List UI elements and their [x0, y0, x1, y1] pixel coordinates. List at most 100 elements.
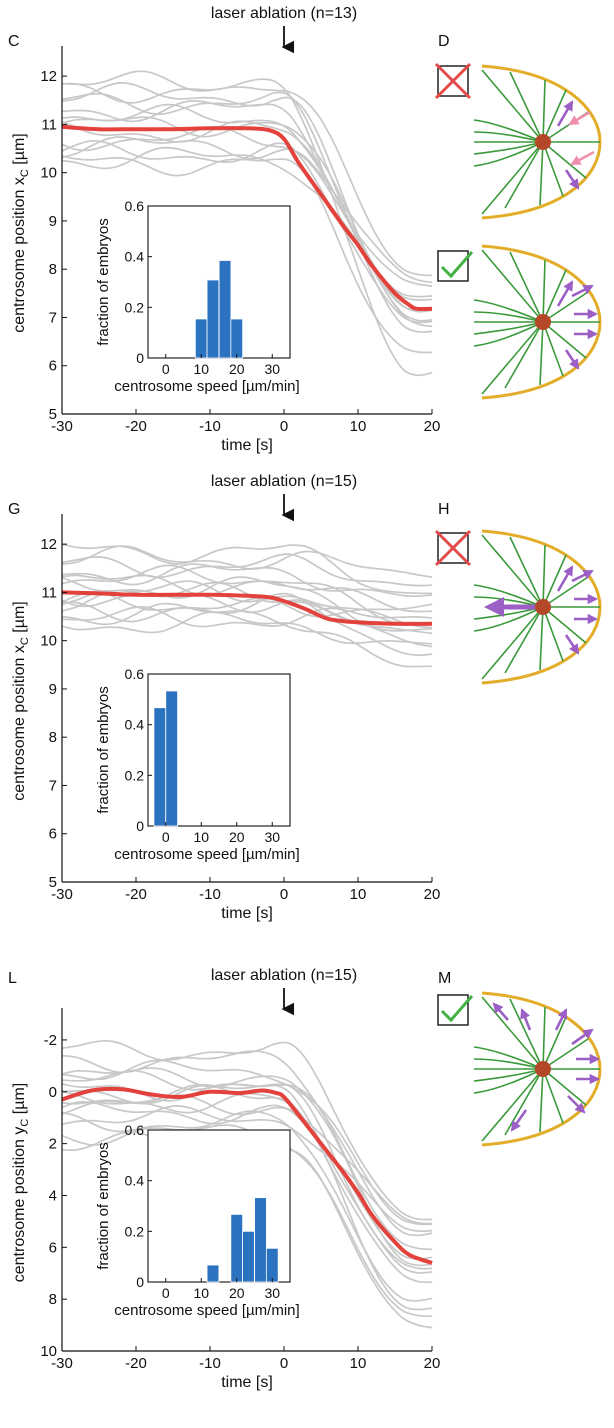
inset-y-tick-label: 0.4 [125, 717, 145, 733]
schematic-d-success [437, 244, 602, 400]
inset-x-tick-label: 30 [264, 361, 280, 377]
y-tick-label: 9 [49, 213, 57, 230]
y-tick-label: 2 [49, 1136, 57, 1153]
x-tick-label: 0 [280, 1355, 288, 1372]
inset-y-tick-label: 0.6 [125, 198, 145, 214]
force-arrows [492, 1002, 601, 1132]
individual-trace [61, 1039, 433, 1221]
histogram-bar [206, 279, 220, 359]
individual-trace [61, 1100, 433, 1261]
panel-letter-m: M [438, 970, 451, 987]
histogram-bar [265, 1247, 279, 1283]
histogram-bar [254, 1197, 267, 1283]
y-tick-label: 6 [49, 826, 57, 843]
inset-x-axis-label: centrosome speed [µm/min] [114, 378, 299, 395]
inset-x-tick-label: 10 [193, 361, 209, 377]
individual-trace [61, 611, 433, 645]
inset-y-tick-label: 0.4 [125, 1173, 145, 1189]
y-tick-label: 6 [49, 1239, 57, 1256]
individual-trace [61, 155, 433, 354]
individual-trace [61, 543, 433, 595]
individual-trace [61, 1083, 433, 1274]
y-tick-label: 8 [49, 261, 57, 278]
centrosome-dot [535, 599, 551, 615]
x-axis-label: time [s] [221, 1374, 273, 1391]
individual-trace [61, 602, 433, 668]
y-axis-label: centrosome position xC [µm] [11, 133, 31, 332]
x-tick-label: 20 [424, 886, 441, 903]
x-axis-label: time [s] [221, 437, 273, 454]
y-tick-label: 12 [40, 536, 57, 553]
check-box-icon [437, 250, 474, 282]
histogram-bar [153, 707, 167, 827]
x-tick-label: -20 [125, 886, 147, 903]
individual-trace [61, 606, 433, 628]
panel-letter-h: H [438, 501, 450, 518]
inset-x-tick-label: 0 [162, 361, 170, 377]
check-box-icon [437, 994, 474, 1026]
histogram-bar [242, 1230, 255, 1283]
histogram-bar [230, 1213, 244, 1283]
inset-x-tick-label: 0 [162, 1285, 170, 1301]
force-arrows [556, 100, 595, 190]
mean-trace [61, 590, 433, 626]
individual-trace [61, 125, 433, 287]
x-tick-label: 20 [424, 1355, 441, 1372]
force-arrows [484, 565, 599, 655]
individual-trace [61, 70, 433, 277]
cross-box-icon [434, 529, 472, 567]
x-tick-label: 0 [280, 886, 288, 903]
individual-trace [61, 139, 433, 324]
chart-panel-g: -30 -20 -10 0 10 20 5 6 7 8 9 10 11 12 time [s] centros… [11, 473, 440, 922]
x-tick-label: 20 [424, 418, 441, 435]
inset-x-tick-label: 20 [229, 829, 245, 845]
inset-x-tick-label: 0 [162, 829, 170, 845]
x-tick-label: 10 [350, 1355, 367, 1372]
x-tick-label: -30 [51, 418, 73, 435]
inset-y-tick-label: 0.2 [125, 767, 145, 783]
inset-y-axis-label: fraction of embryos [95, 218, 112, 346]
x-tick-label: -30 [51, 886, 73, 903]
schematic-h-failed [434, 529, 602, 685]
histogram-bar [218, 260, 232, 359]
y-tick-label: 10 [40, 165, 57, 182]
y-tick-label: 4 [49, 1187, 57, 1204]
inset-y-tick-label: 0 [136, 1274, 144, 1290]
microtubule-lines [473, 249, 600, 395]
y-axis-label: centrosome position yC [µm] [11, 1083, 31, 1282]
inset-x-tick-label: 10 [193, 829, 209, 845]
inset-x-tick-label: 20 [229, 1285, 245, 1301]
mean-trace [61, 124, 433, 312]
y-tick-label: 6 [49, 358, 57, 375]
inset-y-tick-label: 0.2 [125, 299, 145, 315]
y-tick-label: 11 [41, 584, 57, 601]
inset-x-axis-label: centrosome speed [µm/min] [114, 1302, 299, 1319]
y-tick-label: 0 [49, 1084, 57, 1101]
ablation-annotation: laser ablation (n=13) [211, 5, 357, 22]
inset-y-axis-label: fraction of embryos [95, 1142, 112, 1270]
y-tick-label: 7 [49, 309, 57, 326]
panel-letter-d: D [438, 33, 450, 50]
individual-trace [61, 553, 433, 587]
y-tick-label: 7 [49, 777, 57, 794]
individual-trace [61, 580, 433, 629]
schematic-m-success [437, 991, 602, 1147]
microtubule-lines [473, 534, 600, 680]
chart-panel-c: -30 -20 -10 0 10 20 5 6 7 8 9 10 11 12 time [s] centros… [11, 5, 440, 454]
ablation-annotation: laser ablation (n=15) [211, 473, 357, 490]
schematic-d-failed [434, 62, 602, 220]
y-tick-label: 12 [40, 68, 57, 85]
panel-letter-g: G [8, 501, 20, 518]
histogram-bar [230, 318, 244, 359]
mean-trace [61, 1086, 433, 1265]
y-tick-label: -2 [44, 1032, 57, 1049]
x-tick-label: 10 [350, 886, 367, 903]
x-axis-label: time [s] [221, 905, 273, 922]
inset-x-tick-label: 30 [264, 1285, 280, 1301]
y-tick-label: 5 [49, 406, 57, 423]
individual-trace [61, 563, 433, 598]
individual-trace [61, 591, 433, 657]
panel-letter-l: L [8, 970, 17, 987]
